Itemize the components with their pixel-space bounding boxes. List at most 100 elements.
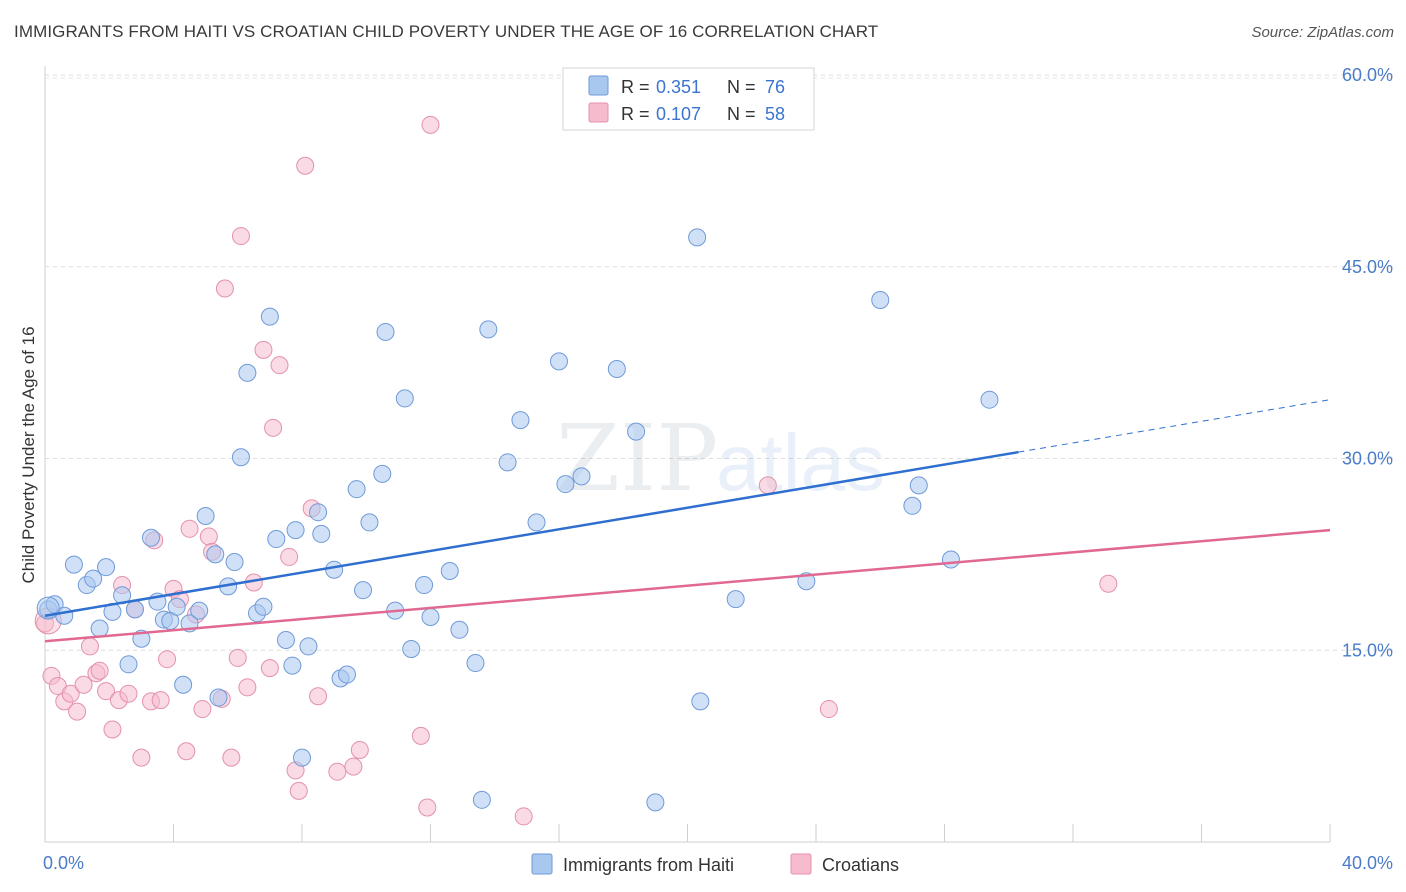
haiti-point-41 <box>337 665 356 684</box>
croatians-point-34 <box>238 678 257 697</box>
y-tick-labels: 15.0% 30.0% 45.0% 60.0% <box>1342 65 1393 660</box>
y-tick-label-0: 15.0% <box>1342 640 1393 660</box>
legend-r-value-croatians: 0.107 <box>656 104 701 124</box>
haiti-point-54 <box>466 654 485 673</box>
haiti-point-57 <box>498 453 517 472</box>
y-tick-label-2: 45.0% <box>1342 257 1393 277</box>
croatians-point-39 <box>270 356 289 375</box>
haiti-point-34 <box>286 521 305 540</box>
haiti-point-64 <box>627 422 646 441</box>
haiti-point-35 <box>293 748 311 767</box>
haiti-point-70 <box>871 290 890 309</box>
haiti-point-7 <box>97 558 116 577</box>
croatians-point-4 <box>61 684 80 703</box>
watermark-zip: ZIP <box>556 405 718 512</box>
watermark-atlas: atlas <box>716 418 885 507</box>
grid-lines <box>45 74 1395 651</box>
haiti-point-48 <box>395 389 414 408</box>
haiti-point-30 <box>260 307 279 326</box>
axes <box>44 66 1331 843</box>
legend-swatch-croatians <box>588 102 609 123</box>
haiti-point-42 <box>347 480 366 499</box>
haiti-point-21 <box>196 507 215 526</box>
haiti-point-39 <box>325 560 344 579</box>
bottom-legend-swatch-haiti <box>531 853 553 875</box>
croatians-point-6 <box>74 675 93 694</box>
croatians-point-31 <box>222 748 241 767</box>
legend: R = 0.351 N = 76 R = 0.107 N = 58 <box>562 67 815 131</box>
haiti-point-25 <box>225 553 244 572</box>
croatians-point-10 <box>97 682 116 701</box>
haiti-point-44 <box>360 513 379 532</box>
croatians-point-46 <box>328 762 347 781</box>
croatians-point-53 <box>758 476 777 495</box>
legend-n-label-haiti: N = <box>727 77 756 97</box>
y-tick-label-1: 30.0% <box>1342 449 1393 469</box>
croatians-point-33 <box>231 227 250 246</box>
croatians-point-27 <box>199 527 218 546</box>
haiti-point-38 <box>312 524 331 543</box>
haiti-point-60 <box>550 352 568 371</box>
legend-r-value-haiti: 0.351 <box>656 77 701 97</box>
haiti-point-73 <box>941 550 960 569</box>
haiti-point-6 <box>90 619 109 638</box>
croatians-point-51 <box>421 115 440 134</box>
croatians-point-32 <box>228 648 247 667</box>
haiti-point-49 <box>402 639 421 658</box>
haiti-point-67 <box>691 692 710 711</box>
trend-lines <box>44 399 1331 643</box>
haiti-point-71 <box>903 496 922 515</box>
croatians-point-54 <box>819 700 838 719</box>
x-tick-label-0: 0.0% <box>43 853 84 873</box>
haiti-point-59 <box>527 513 546 532</box>
haiti-point-46 <box>376 322 395 341</box>
y-tick-label-3: 60.0% <box>1342 65 1393 85</box>
haiti-point-45 <box>373 464 392 483</box>
legend-n-value-croatians: 58 <box>765 104 785 124</box>
croatians-point-19 <box>151 691 170 710</box>
croatians-point-11 <box>103 720 122 739</box>
croatians-point-42 <box>289 781 308 800</box>
croatians-point-20 <box>158 650 177 669</box>
croatians-point-30 <box>215 279 234 298</box>
haiti-point-62 <box>572 467 591 486</box>
haiti-point-18 <box>174 675 193 694</box>
haiti-point-65 <box>646 793 665 812</box>
haiti-point-58 <box>511 411 530 430</box>
source-credit: Source: ZipAtlas.com <box>1251 24 1394 41</box>
legend-n-value-haiti: 76 <box>765 77 785 97</box>
croatians-point-40 <box>280 547 299 566</box>
croatians-point-37 <box>260 659 279 678</box>
haiti-point-37 <box>309 503 328 522</box>
series-haiti-points <box>36 228 999 812</box>
legend-r-label-haiti: R = <box>621 77 650 97</box>
croatians-point-38 <box>264 418 283 437</box>
croatians-point-52 <box>514 807 533 826</box>
haiti-point-61 <box>556 475 575 494</box>
croatians-point-36 <box>254 340 273 359</box>
croatians-point-23 <box>177 742 196 761</box>
haiti-point-22 <box>206 545 225 564</box>
haiti-point-55 <box>472 790 491 809</box>
haiti-point-17 <box>167 597 186 616</box>
croatians-point-24 <box>180 519 199 538</box>
haiti-point-23 <box>209 688 228 707</box>
croatians-point-49 <box>411 726 430 745</box>
x-tick-label-1: 40.0% <box>1342 853 1393 873</box>
croatians-point-9 <box>90 661 109 680</box>
haiti-point-33 <box>283 656 302 675</box>
legend-n-label-croatians: N = <box>727 104 756 124</box>
haiti-point-68 <box>726 590 745 609</box>
trend-line-haiti <box>44 450 1019 617</box>
haiti-point-3 <box>64 555 83 574</box>
haiti-point-50 <box>415 576 434 595</box>
bottom-legend: Immigrants from Haiti Croatians <box>531 853 899 875</box>
haiti-point-52 <box>440 561 459 580</box>
croatians-point-16 <box>132 748 151 767</box>
croatians-point-14 <box>119 684 138 703</box>
croatians-point-47 <box>344 757 363 776</box>
x-tick-labels: 0.0% 40.0% <box>43 853 1393 873</box>
watermark: ZIP atlas <box>556 405 885 512</box>
croatians-point-48 <box>350 740 369 759</box>
haiti-point-29 <box>254 597 273 616</box>
